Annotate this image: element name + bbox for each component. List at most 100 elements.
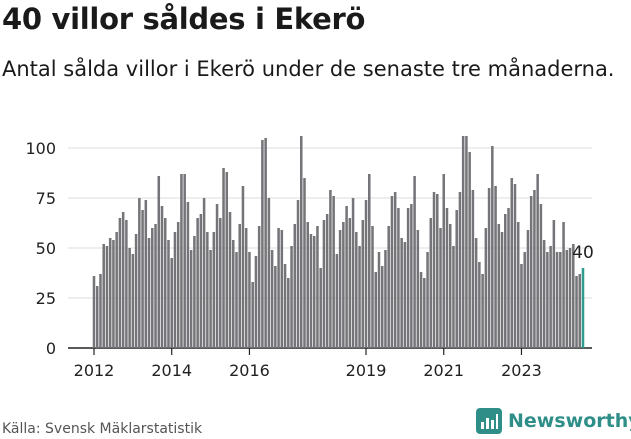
bar xyxy=(565,250,569,348)
bar xyxy=(244,228,248,348)
bar xyxy=(458,192,462,348)
bar xyxy=(426,252,429,348)
bar xyxy=(478,262,481,348)
bar xyxy=(452,246,455,348)
bar xyxy=(510,178,514,348)
bar xyxy=(108,238,112,348)
bar xyxy=(319,268,322,348)
bar xyxy=(303,178,306,348)
bar xyxy=(410,204,413,348)
y-tick-label: 25 xyxy=(36,289,56,308)
bar xyxy=(212,232,216,348)
x-tick-label: 2021 xyxy=(423,361,464,380)
bar xyxy=(384,250,387,348)
bar xyxy=(183,174,186,348)
bar xyxy=(575,276,578,348)
bar xyxy=(296,200,300,348)
bar xyxy=(299,136,303,348)
bar xyxy=(231,240,235,348)
bar xyxy=(516,222,520,348)
bar xyxy=(448,224,452,348)
bar xyxy=(238,224,241,348)
bar xyxy=(536,174,539,348)
bar xyxy=(406,208,410,348)
bar xyxy=(465,136,468,348)
bar xyxy=(361,220,365,348)
bar xyxy=(355,232,358,348)
bar xyxy=(523,252,526,348)
bar xyxy=(254,256,258,348)
bar xyxy=(487,188,491,348)
bar xyxy=(196,218,199,348)
x-tick-label: 2019 xyxy=(346,361,387,380)
bar xyxy=(380,266,384,348)
bar xyxy=(99,274,102,348)
bar xyxy=(368,174,371,348)
bar xyxy=(325,214,329,348)
bar xyxy=(261,140,264,348)
bar xyxy=(494,186,497,348)
bar xyxy=(118,218,122,348)
chart-subtitle: Antal sålda villor i Ekerö under de sena… xyxy=(2,57,615,81)
bar xyxy=(115,232,118,348)
bar xyxy=(471,190,475,348)
bar xyxy=(267,198,271,348)
bar xyxy=(264,138,267,348)
bar xyxy=(419,272,423,348)
bar xyxy=(312,236,316,348)
bar xyxy=(332,196,335,348)
bar xyxy=(134,234,138,348)
brand-name: Newsworthy xyxy=(508,410,631,432)
bar xyxy=(163,218,167,348)
bar xyxy=(277,228,280,348)
bar xyxy=(578,274,582,348)
bar xyxy=(228,212,232,348)
bar xyxy=(222,168,225,348)
bar xyxy=(219,218,222,348)
bar xyxy=(173,232,177,348)
bar xyxy=(400,238,403,348)
bar xyxy=(186,202,190,348)
bar xyxy=(559,252,562,348)
bar xyxy=(209,250,212,348)
bar xyxy=(193,236,196,348)
bar xyxy=(403,242,407,348)
bar xyxy=(170,258,173,348)
bar xyxy=(167,240,170,348)
bar xyxy=(393,192,397,348)
x-tick-label: 2016 xyxy=(229,361,270,380)
bar xyxy=(572,244,575,348)
bar xyxy=(283,264,287,348)
bar xyxy=(429,218,433,348)
bar xyxy=(358,246,361,348)
newsworthy-icon xyxy=(476,408,502,434)
bar xyxy=(154,224,157,348)
bar xyxy=(371,226,374,348)
bar xyxy=(95,286,99,348)
bar xyxy=(141,210,144,348)
chart-title: 40 villor såldes i Ekerö xyxy=(2,2,366,36)
bar xyxy=(546,252,549,348)
bar xyxy=(306,222,309,348)
bar xyxy=(507,208,510,348)
bar xyxy=(280,230,284,348)
bar xyxy=(351,198,355,348)
bar xyxy=(555,252,559,348)
bar xyxy=(293,224,297,348)
bar xyxy=(513,184,517,348)
x-tick-label: 2023 xyxy=(501,361,542,380)
bar xyxy=(345,206,348,348)
bar xyxy=(338,230,342,348)
bar xyxy=(189,250,193,348)
bar xyxy=(176,222,180,348)
bar xyxy=(329,190,332,348)
y-tick-label: 0 xyxy=(46,339,56,358)
bar xyxy=(199,214,203,348)
bar xyxy=(377,252,381,348)
y-tick-label: 75 xyxy=(36,189,56,208)
bar xyxy=(549,246,552,348)
x-tick-label: 2012 xyxy=(74,361,115,380)
bar xyxy=(562,222,565,348)
bar xyxy=(287,278,290,348)
bar xyxy=(491,146,494,348)
